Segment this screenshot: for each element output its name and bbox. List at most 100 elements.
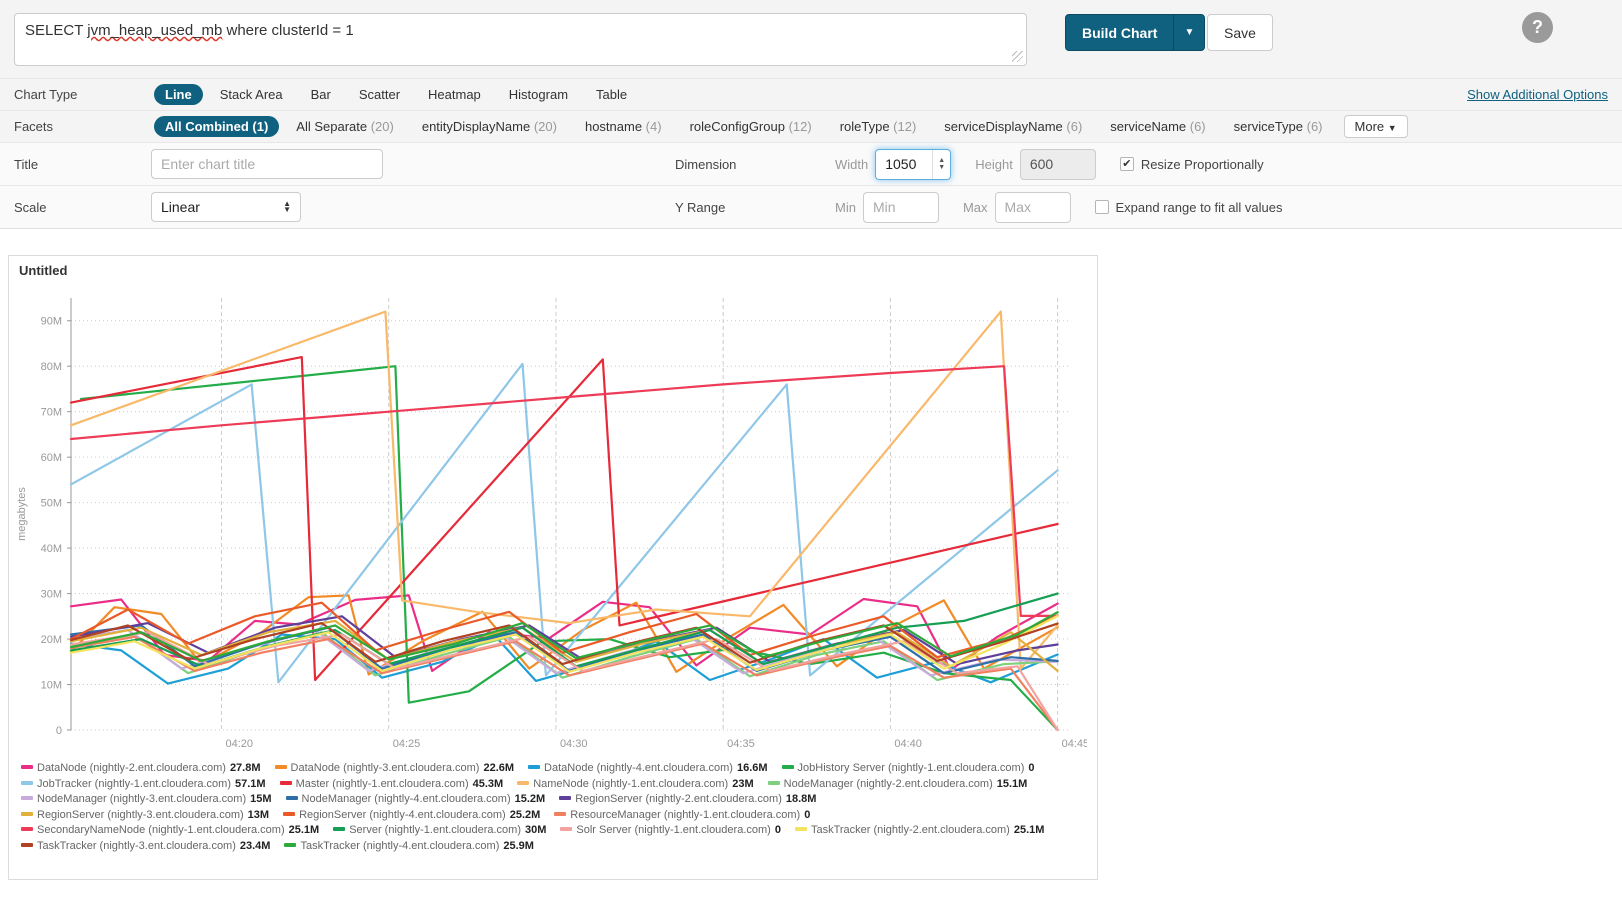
- spinner-up-icon[interactable]: ▲: [938, 157, 946, 164]
- legend-swatch-icon: [794, 827, 807, 832]
- show-additional-options-link[interactable]: Show Additional Options: [1467, 87, 1608, 102]
- legend-item: SecondaryNameNode (nightly-1.ent.clouder…: [21, 823, 319, 839]
- legend-item: RegionServer (nightly-4.ent.cloudera.com…: [283, 808, 540, 824]
- legend-swatch-icon: [21, 796, 33, 801]
- legend-series-value: 25.9M: [503, 839, 534, 852]
- query-input[interactable]: SELECT jvm_heap_used_mb where clusterId …: [14, 13, 1027, 66]
- build-chart-button[interactable]: Build Chart: [1082, 24, 1158, 41]
- y-axis-tick-label: 40M: [41, 543, 62, 555]
- dimension-group: Dimension Width ▲ ▼ Height Resize Propor…: [675, 143, 1264, 185]
- textarea-resize-grip-icon[interactable]: [1012, 51, 1023, 62]
- facets-label: Facets: [14, 119, 54, 134]
- chart-type-options: Line Stack Area Bar Scatter Heatmap Histogram…: [151, 84, 644, 105]
- facets-row: Facets All Combined (1) All Separate (20)…: [0, 110, 1622, 142]
- y-axis-title: megabytes: [16, 487, 28, 541]
- legend-swatch-icon: [274, 765, 287, 770]
- legend-swatch-icon: [283, 811, 296, 816]
- query-text-prefix: SELECT: [25, 22, 88, 39]
- resize-proportionally-checkbox[interactable]: [1119, 157, 1134, 171]
- legend-series-value: 16.6M: [736, 762, 768, 774]
- resize-proportionally-label: Resize Proportionally: [1140, 156, 1264, 172]
- legend-swatch-icon: [781, 765, 794, 770]
- legend-swatch-icon: [21, 842, 33, 847]
- legend-item: NodeManager (nightly-2.ent.cloudera.com)…: [767, 777, 1028, 793]
- legend-swatch-icon: [528, 765, 541, 770]
- scale-select[interactable]: Linear ▲ ▼: [151, 192, 301, 222]
- legend-item: JobTracker (nightly-1.ent.cloudera.com) 5…: [21, 777, 266, 793]
- legend-swatch-icon: [767, 780, 780, 785]
- expand-range-checkbox[interactable]: [1094, 200, 1109, 214]
- x-axis-tick-label: 04:40: [894, 738, 922, 750]
- facet-option[interactable]: All Combined (1): [154, 116, 280, 137]
- legend-series-value: 18.8M: [785, 793, 817, 805]
- legend-series-name: RegionServer (nightly-4.ent.cloudera.com…: [299, 808, 506, 821]
- series-line: [69, 355, 1059, 682]
- y-axis-tick-label: 30M: [41, 589, 62, 601]
- legend-series-value: 15.1M: [996, 777, 1028, 790]
- chart-type-row: Chart Type Line Stack Area Bar Scatter Heatm…: [0, 78, 1622, 110]
- max-input-wrap: [994, 191, 1071, 223]
- y-min-input[interactable]: [862, 191, 939, 223]
- legend-series-value: 0: [774, 824, 781, 836]
- legend-series-name: Server (nightly-1.ent.cloudera.com): [349, 824, 521, 836]
- chart-type-label: Chart Type: [14, 87, 78, 102]
- legend-series-name: NodeManager (nightly-3.ent.cloudera.com): [37, 793, 247, 805]
- width-input[interactable]: [875, 148, 952, 180]
- x-axis-tick-label: 04:30: [560, 738, 588, 750]
- y-axis-tick-label: 80M: [41, 361, 62, 373]
- legend-swatch-icon: [284, 842, 297, 847]
- legend-series-value: 57.1M: [235, 777, 266, 790]
- chart-type-option[interactable]: Stack Area: [219, 87, 283, 102]
- legend-item: DataNode (nightly-2.ent.cloudera.com) 27.…: [21, 761, 261, 777]
- y-axis-tick-label: 60M: [41, 452, 62, 464]
- legend-series-name: NameNode (nightly-1.ent.cloudera.com): [533, 777, 729, 790]
- legend-series-name: TaskTracker (nightly-2.ent.cloudera.com): [810, 824, 1010, 836]
- facet-option[interactable]: roleConfigGroup (12): [689, 119, 812, 134]
- spinner-down-icon[interactable]: ▼: [938, 164, 946, 171]
- y-max-input[interactable]: [994, 191, 1071, 223]
- facets-more-button[interactable]: More ▼: [1343, 115, 1408, 138]
- x-axis-tick-label: 04:20: [226, 738, 254, 750]
- facet-option[interactable]: serviceType (6): [1233, 119, 1323, 134]
- facet-option[interactable]: entityDisplayName (20): [421, 119, 557, 134]
- line-chart: 0 10M 20M 30M 40M 50M 60M 70M 80M 90M 04:20 04:25 04…: [16, 298, 1087, 750]
- facet-option[interactable]: hostname (4): [584, 119, 662, 134]
- legend-item: Master (nightly-1.ent.cloudera.com) 45.3M: [279, 777, 503, 793]
- legend-swatch-icon: [21, 780, 33, 785]
- legend-item: TaskTracker (nightly-3.ent.cloudera.com)…: [21, 839, 270, 855]
- legend-series-value: 13M: [247, 808, 270, 821]
- legend-item: TaskTracker (nightly-4.ent.cloudera.com)…: [284, 839, 534, 855]
- legend-series-value: 0: [804, 808, 811, 821]
- chart-type-option[interactable]: Scatter: [358, 87, 401, 102]
- series-line: [69, 310, 1059, 670]
- legend-swatch-icon: [21, 827, 33, 832]
- legend-swatch-icon: [21, 811, 33, 816]
- facet-option[interactable]: roleType (12): [839, 119, 917, 134]
- facet-option[interactable]: serviceDisplayName (6): [944, 119, 1083, 134]
- chart-type-option[interactable]: Line: [154, 84, 203, 105]
- chart-type-option[interactable]: Heatmap: [428, 87, 481, 102]
- chart-title-input[interactable]: [151, 149, 383, 179]
- legend-series-name: ResourceManager (nightly-1.ent.cloudera.…: [570, 808, 801, 821]
- series-line: [69, 633, 1059, 685]
- y-axis-tick-label: 70M: [41, 407, 62, 419]
- series-line: [69, 611, 1059, 662]
- legend-series-name: DataNode (nightly-4.ent.cloudera.com): [544, 762, 733, 774]
- legend-item: Server (nightly-1.ent.cloudera.com) 30M: [333, 823, 546, 839]
- facet-option[interactable]: serviceName (6): [1110, 119, 1206, 134]
- scale-yrange-row: Scale Linear ▲▼ Y Range Min Max Expand r…: [0, 185, 1622, 228]
- save-button[interactable]: Save: [1207, 14, 1273, 51]
- chart-type-option[interactable]: Bar: [310, 87, 331, 102]
- select-arrows-icon: ▲ ▼: [283, 199, 291, 214]
- build-chart-dropdown-button[interactable]: ▼: [1173, 15, 1204, 50]
- help-icon[interactable]: ?: [1522, 12, 1553, 43]
- chart-type-option[interactable]: Histogram: [508, 87, 569, 102]
- facet-option[interactable]: All Separate (20): [296, 119, 394, 134]
- query-bar: SELECT jvm_heap_used_mb where clusterId …: [0, 0, 1622, 78]
- series-line: [69, 622, 1059, 666]
- chart-type-option[interactable]: Table: [596, 87, 628, 102]
- height-label: Height: [975, 156, 1013, 172]
- legend-series-value: 27.8M: [229, 762, 261, 774]
- legend-swatch-icon: [554, 811, 567, 816]
- legend-item: RegionServer (nightly-2.ent.cloudera.com…: [559, 792, 816, 808]
